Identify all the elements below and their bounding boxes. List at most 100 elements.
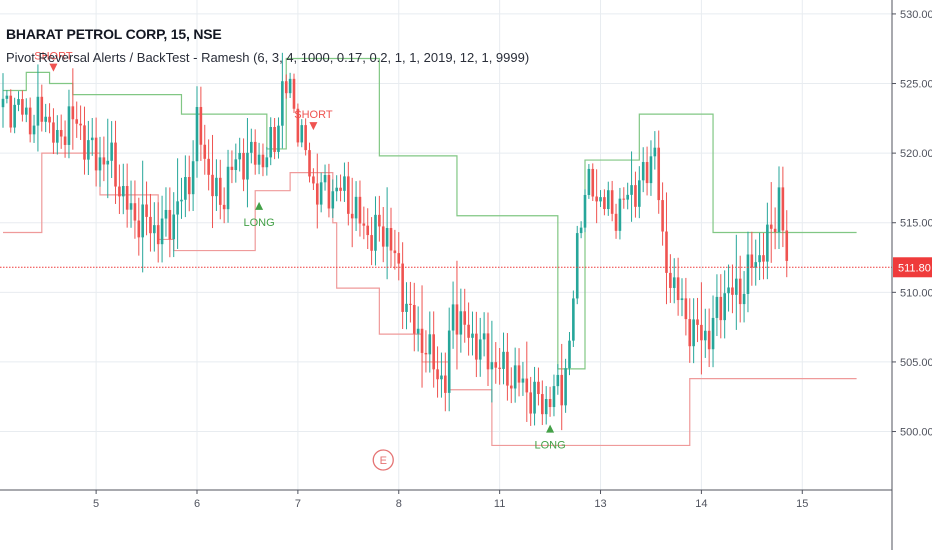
candle-body [141,204,144,238]
candle-body [719,296,723,321]
candle-body [568,340,571,369]
candle-body [79,123,82,126]
candle-body [156,225,160,245]
candle-body [606,190,610,210]
candle-body [455,304,459,335]
candle-body [750,254,754,268]
candle-body [350,213,354,219]
candle-body [746,254,750,294]
candle-body [579,227,583,234]
candle-body [133,203,137,221]
candle-body [40,96,44,122]
candle-body [335,187,338,192]
candle-body [766,224,769,262]
candle-body [409,303,412,305]
candle-body [52,122,55,143]
candle-body [758,255,761,263]
study-legend[interactable]: Pivot Reversal Alerts / BackTest - Rames… [6,50,530,65]
candle-body [137,220,141,238]
candle-body [502,351,505,369]
x-tick-label: 8 [396,498,402,510]
candle-body [366,225,370,236]
candle-body [21,99,24,115]
candle-body [672,277,676,288]
candle-body [129,203,133,210]
candle-body [362,223,366,226]
candle-body [630,185,633,195]
candle-body [292,78,296,109]
candle-body [595,196,598,202]
candle-body [308,150,311,177]
short-label: SHORT [294,109,333,121]
candle-body [67,106,71,145]
candle-body [48,116,51,123]
price-badge-bg [893,257,932,278]
candle-body [513,365,517,389]
candle-body [781,187,785,231]
candle-body [56,130,59,143]
candle-body [215,177,218,197]
candle-body [645,162,649,184]
candle-body [347,176,350,214]
candle-body [707,330,711,350]
candle-body [614,213,618,231]
x-tick-label: 6 [194,498,200,510]
earnings-marker-icon[interactable] [372,449,394,471]
candle-body [36,96,40,126]
candle-body [358,196,362,224]
candle-body [319,182,323,205]
candle-body [393,250,397,254]
candle-body [575,233,579,299]
candle-body [696,319,699,325]
candle-body [17,99,20,105]
candle-body [727,287,730,294]
candle-body [467,324,470,338]
candle-body [556,374,560,387]
lower-band [3,152,857,447]
candle-body [13,104,16,128]
candle-body [653,147,657,157]
candle-body [711,317,715,350]
candle-body [412,304,416,334]
candle-body [370,235,373,251]
candle-body [769,224,773,229]
signal-short: SHORT [294,109,333,131]
x-tick-label: 15 [796,498,808,510]
candle-body [246,152,249,180]
candle-body [459,311,463,335]
candle-body [312,176,315,184]
candle-body [424,352,428,355]
y-tick-label: 530.00 [900,9,932,21]
earnings-marker-label[interactable]: E [380,455,387,467]
symbol-title[interactable]: BHARAT PETROL CORP, 15, NSE [6,26,222,42]
current-price-badge[interactable]: 511.80 [893,257,932,278]
candle-body [700,324,703,341]
candle-body [385,228,389,247]
candle-body [541,394,544,415]
candle-body [234,159,238,171]
candle-body [715,296,719,318]
candle-body [191,161,195,195]
candle-body [164,209,168,219]
candle-body [226,166,230,210]
candle-body [529,392,532,414]
candle-body [28,107,32,135]
candle-body [273,127,276,152]
candle-body [296,108,300,143]
candle-body [471,333,474,338]
signal-short: SHORT [34,51,73,72]
signal-long: LONG [243,201,275,229]
candle-body [125,186,129,210]
candle-body [618,198,622,231]
candle-body [723,293,726,321]
short-arrow-icon [49,63,58,72]
event-marker[interactable]: E [372,449,394,471]
lower-pivot-line [3,152,857,447]
candle-body [211,174,214,197]
candle-body [533,381,536,414]
candle-body [184,177,187,200]
candle-body [288,78,292,94]
candle-body [657,147,661,201]
